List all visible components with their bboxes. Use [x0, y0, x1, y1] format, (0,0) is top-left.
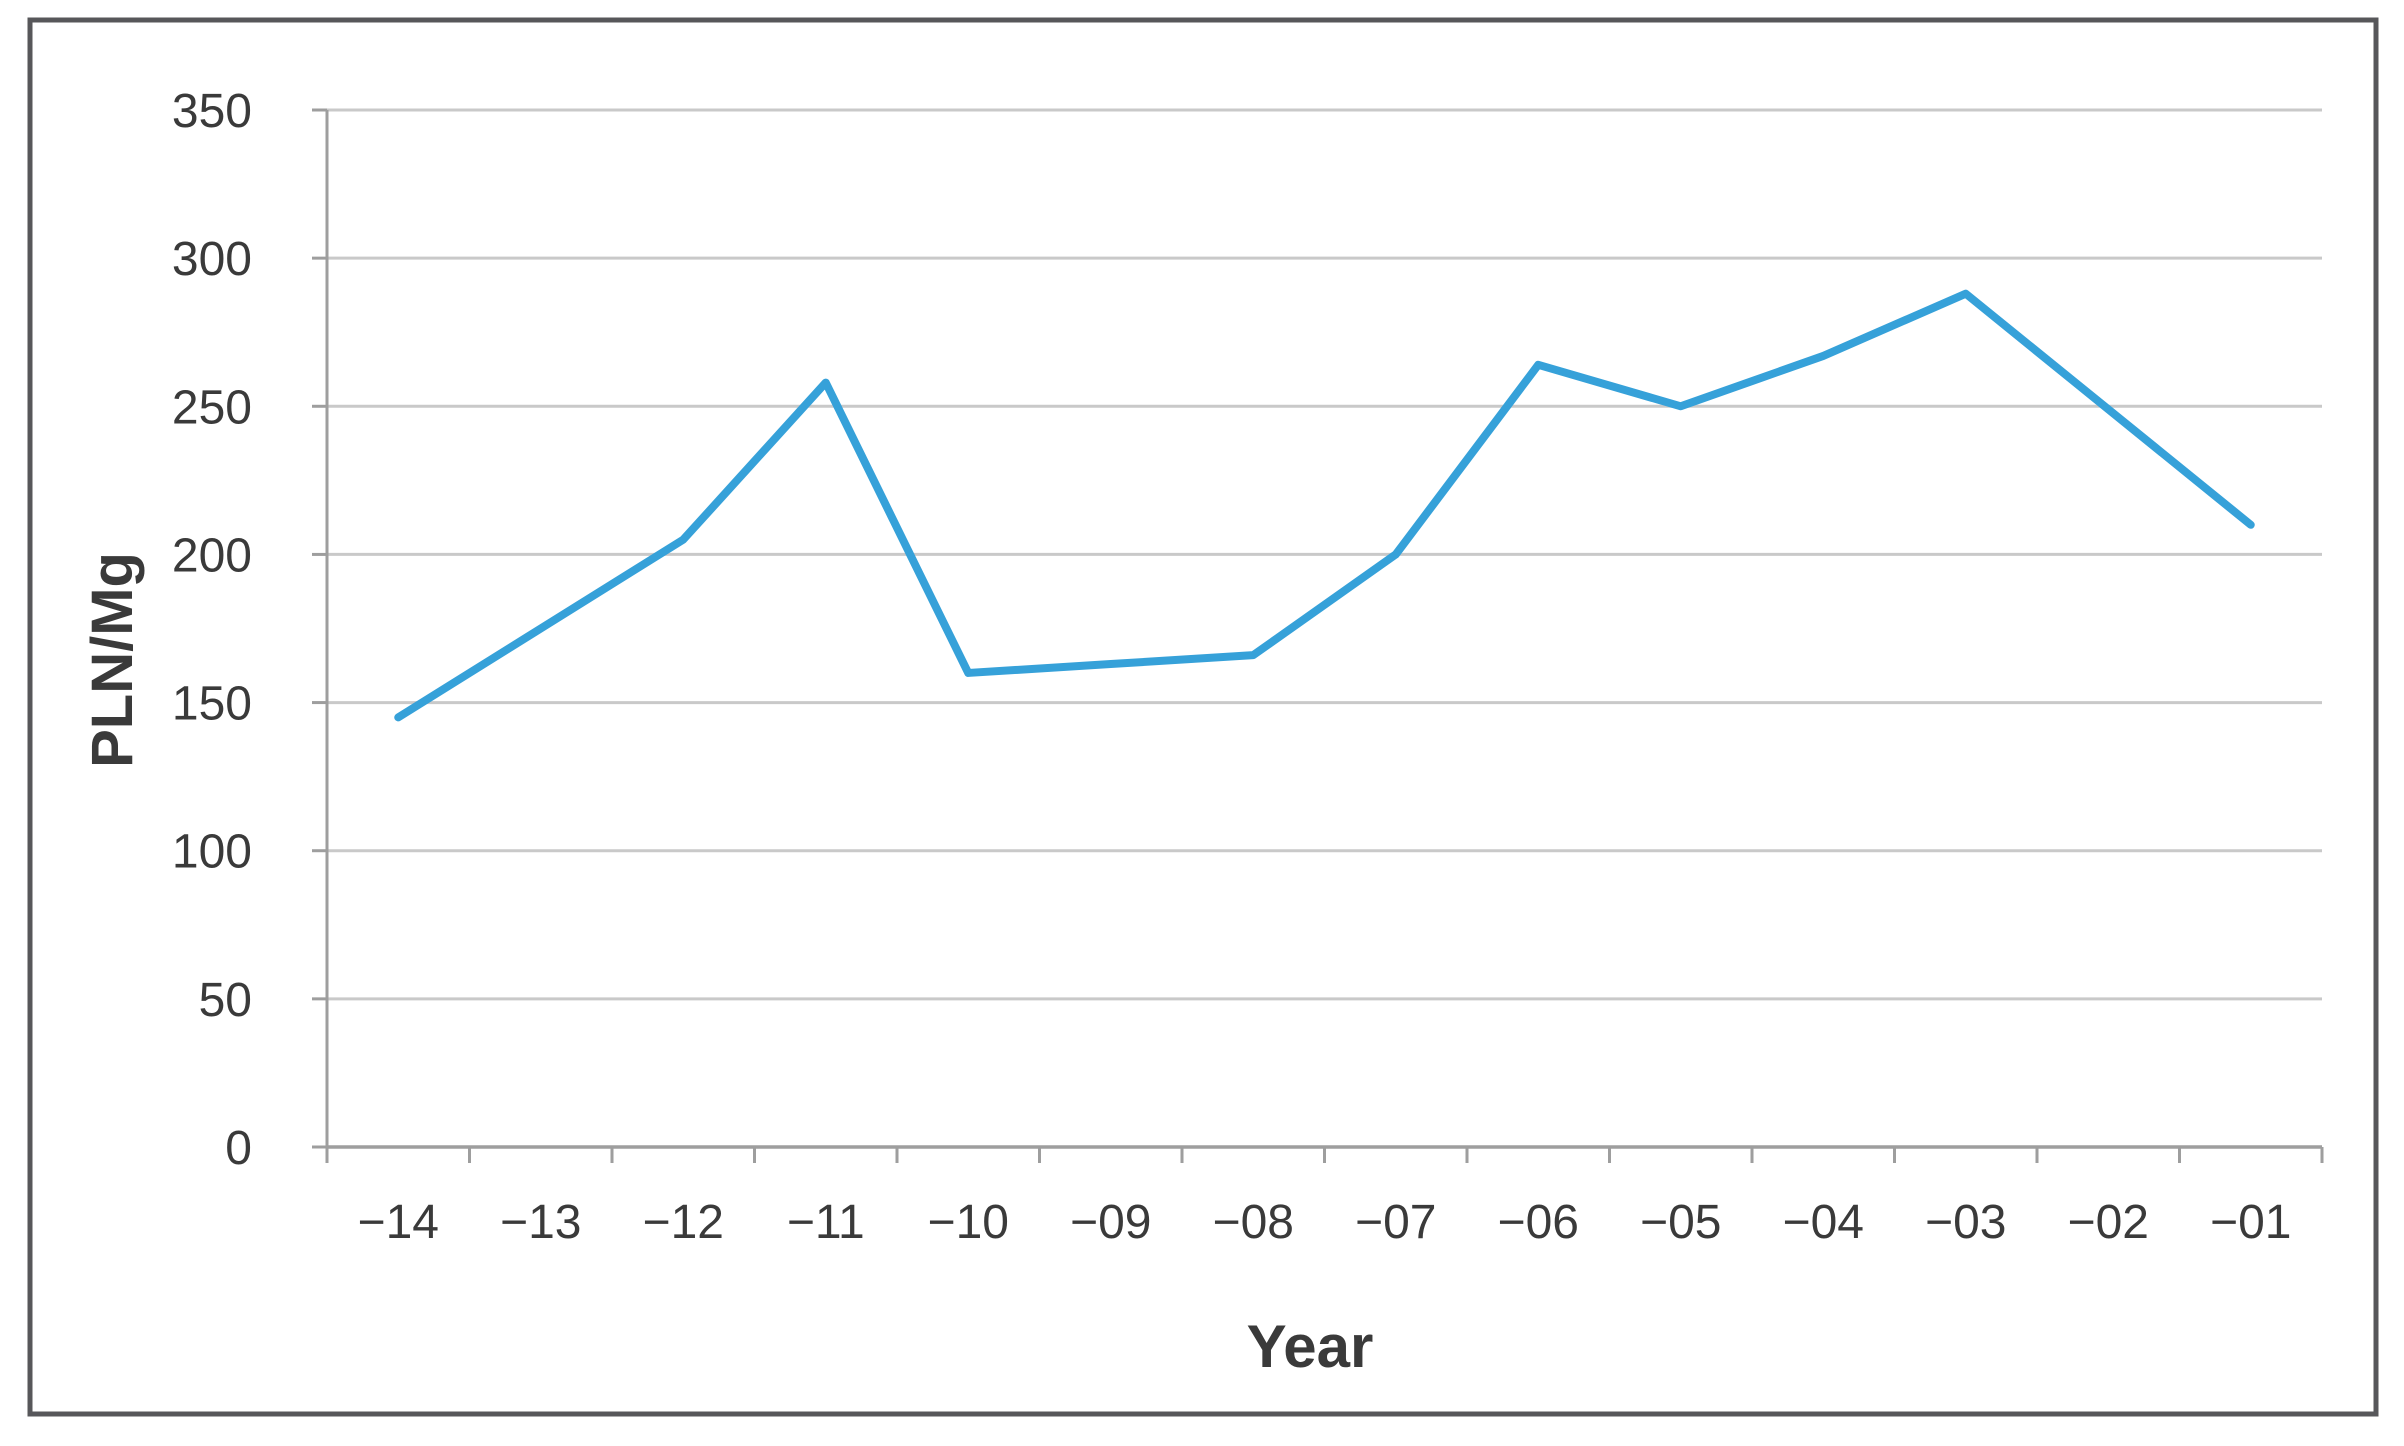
x-tick-label: −07: [1355, 1196, 1436, 1249]
y-axis-title: PLN/Mg: [80, 552, 145, 768]
x-tick-label: −09: [1070, 1196, 1151, 1249]
gridlines: [327, 108, 2322, 1001]
figure-border: [27, 17, 2379, 1417]
y-tick-label: 150: [172, 678, 252, 731]
y-tick-label: 300: [172, 233, 252, 286]
x-tick-label: −03: [1925, 1196, 2006, 1249]
x-tick-label: −01: [2210, 1196, 2291, 1249]
y-tick-label: 50: [199, 974, 252, 1027]
axes: [312, 108, 2324, 1163]
x-tick-label: −06: [1498, 1196, 1579, 1249]
price-line: [394, 289, 2255, 722]
y-tick-label: 250: [172, 381, 252, 434]
x-tick-label: −12: [643, 1196, 724, 1249]
x-tick-label: −08: [1213, 1196, 1294, 1249]
x-tick-label: −02: [2068, 1196, 2149, 1249]
x-tick-label: −13: [500, 1196, 581, 1249]
x-tick-label: −04: [1783, 1196, 1864, 1249]
y-tick-label: 100: [172, 826, 252, 879]
x-tick-label: −14: [358, 1196, 439, 1249]
y-tick-label: 0: [225, 1122, 252, 1175]
y-tick-label: 200: [172, 529, 252, 582]
x-axis-title: Year: [1247, 1313, 1374, 1380]
data-series: [394, 289, 2255, 722]
x-tick-label: −10: [928, 1196, 1009, 1249]
x-tick-label: −11: [787, 1196, 865, 1249]
y-tick-label: 350: [172, 85, 252, 138]
tick-labels: 0 50 100 150 200 250 300 350 −14 −13 −12 −11 −10 −09 −…: [172, 85, 2292, 1249]
x-tick-label: −05: [1640, 1196, 1721, 1249]
